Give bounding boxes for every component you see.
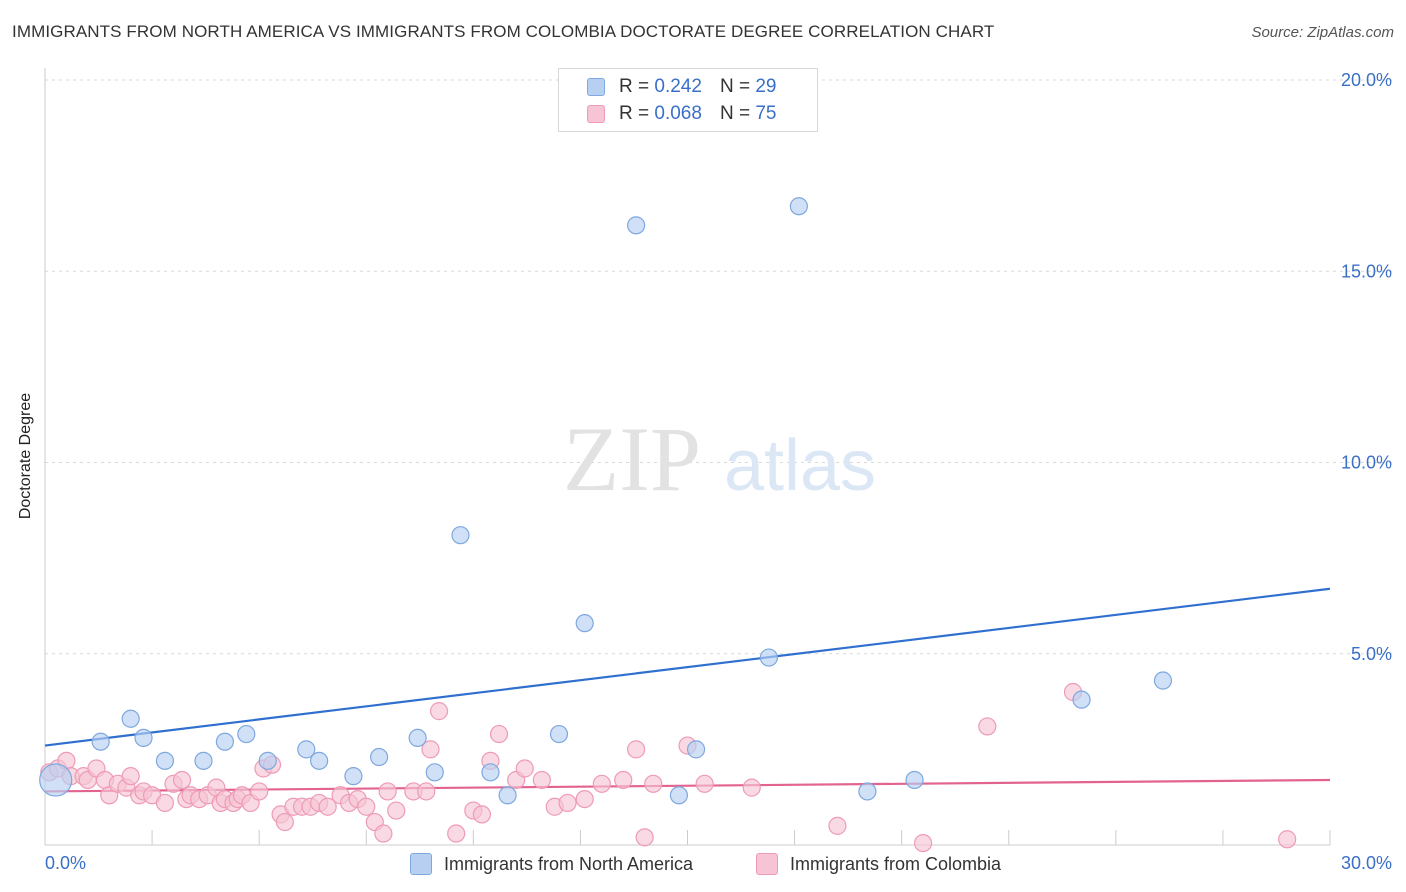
point-colombia xyxy=(172,770,192,790)
point-colombia xyxy=(447,824,466,843)
point-colombia xyxy=(250,782,269,801)
point-north-america xyxy=(194,751,213,770)
legend-r-label: R = xyxy=(619,103,650,124)
point-north-america xyxy=(370,747,389,767)
legend-n-value: 29 xyxy=(755,76,777,97)
grid-lines xyxy=(45,79,1392,655)
point-north-america xyxy=(669,786,689,805)
x-tick-label-max: 30.0% xyxy=(1341,853,1392,873)
watermark-zip: ZIP xyxy=(563,408,701,510)
point-north-america xyxy=(789,197,808,216)
point-colombia xyxy=(978,717,997,736)
axes xyxy=(44,68,1331,846)
legend-r-value: 0.242 xyxy=(654,76,702,97)
point-north-america xyxy=(686,740,706,759)
legend-n-label: N = xyxy=(719,103,751,124)
point-colombia xyxy=(417,782,436,801)
legend-r-value: 0.068 xyxy=(654,103,702,124)
point-north-america xyxy=(549,724,569,744)
legend-n-value: 75 xyxy=(755,103,777,124)
point-north-america xyxy=(498,786,517,805)
point-colombia xyxy=(742,778,761,797)
point-colombia xyxy=(558,793,577,813)
point-north-america xyxy=(1153,671,1173,690)
point-colombia xyxy=(378,782,397,801)
point-colombia xyxy=(515,759,534,778)
legend-row-colombia: R = 0.068 N = 75 xyxy=(587,102,776,126)
point-colombia xyxy=(1278,830,1297,849)
point-north-america xyxy=(408,728,427,748)
legend-swatch-north-america xyxy=(587,78,605,96)
source-label: Source: ZipAtlas.com xyxy=(1251,24,1394,41)
point-colombia xyxy=(695,774,714,793)
point-colombia xyxy=(429,702,449,721)
watermark: ZIP atlas xyxy=(563,408,876,510)
y-tick-label: 5.0% xyxy=(1351,644,1392,664)
point-north-america xyxy=(425,763,444,782)
point-colombia xyxy=(489,724,509,744)
point-north-america xyxy=(91,732,110,751)
legend-row-north-america: R = 0.242 N = 29 xyxy=(587,75,776,99)
x-tick-label-min: 0.0% xyxy=(45,853,86,873)
point-colombia xyxy=(155,793,175,813)
correlation-legend: R = 0.242 N = 29 R = 0.068 N = 75 xyxy=(558,68,818,132)
point-north-america xyxy=(155,751,175,770)
watermark-atlas: atlas xyxy=(724,426,876,506)
y-axis-label: Doctorate Degree xyxy=(17,392,34,520)
bottom-legend-north-america: Immigrants from North America xyxy=(410,852,693,876)
point-colombia xyxy=(592,774,611,793)
point-colombia xyxy=(626,740,646,759)
y-tick-label: 10.0% xyxy=(1341,453,1392,473)
point-north-america xyxy=(297,740,316,759)
point-colombia xyxy=(644,774,663,793)
point-colombia xyxy=(472,805,491,824)
y-tick-label: 20.0% xyxy=(1341,70,1392,90)
point-north-america xyxy=(451,526,470,545)
legend-swatch-colombia xyxy=(587,105,605,123)
point-north-america xyxy=(858,782,877,801)
point-colombia xyxy=(828,816,847,835)
point-north-america xyxy=(121,709,140,728)
bottom-legend-label-colombia: Immigrants from Colombia xyxy=(790,853,1002,874)
point-north-america xyxy=(1072,690,1091,709)
point-north-america xyxy=(905,770,924,790)
point-north-america xyxy=(759,648,778,667)
point-colombia xyxy=(421,740,440,759)
trend-line-north-america xyxy=(44,587,1331,747)
chart-title: IMMIGRANTS FROM NORTH AMERICA VS IMMIGRA… xyxy=(12,22,995,41)
point-north-america xyxy=(39,763,73,797)
bottom-legend-label-north-america: Immigrants from North America xyxy=(444,853,694,874)
point-north-america xyxy=(310,751,329,770)
point-north-america xyxy=(134,728,153,748)
trend-lines xyxy=(44,587,1331,793)
point-north-america xyxy=(237,724,256,744)
legend-r-label: R = xyxy=(619,76,650,97)
point-north-america xyxy=(258,751,277,770)
point-north-america xyxy=(575,614,594,633)
point-colombia xyxy=(318,797,337,816)
point-colombia xyxy=(387,801,406,820)
point-colombia xyxy=(275,812,294,832)
tick-labels: 5.0% 10.0% 15.0% 20.0% 0.0% 30.0% xyxy=(45,70,1392,873)
point-colombia xyxy=(357,797,376,816)
point-colombia xyxy=(575,789,594,809)
legend-n-label: N = xyxy=(719,76,751,97)
point-north-america xyxy=(481,763,500,782)
point-colombia xyxy=(913,833,933,853)
point-colombia xyxy=(121,767,140,786)
data-points xyxy=(39,197,1297,853)
point-colombia xyxy=(374,824,393,843)
point-north-america xyxy=(215,732,234,751)
point-colombia xyxy=(614,770,633,790)
point-colombia xyxy=(532,770,551,790)
bottom-legend-swatch-colombia xyxy=(756,853,778,875)
point-north-america xyxy=(344,767,363,786)
y-tick-label: 15.0% xyxy=(1341,261,1392,281)
bottom-legend-swatch-north-america xyxy=(410,853,432,875)
point-colombia xyxy=(635,828,654,847)
bottom-legend-colombia: Immigrants from Colombia xyxy=(756,852,1001,876)
point-north-america xyxy=(626,216,646,235)
